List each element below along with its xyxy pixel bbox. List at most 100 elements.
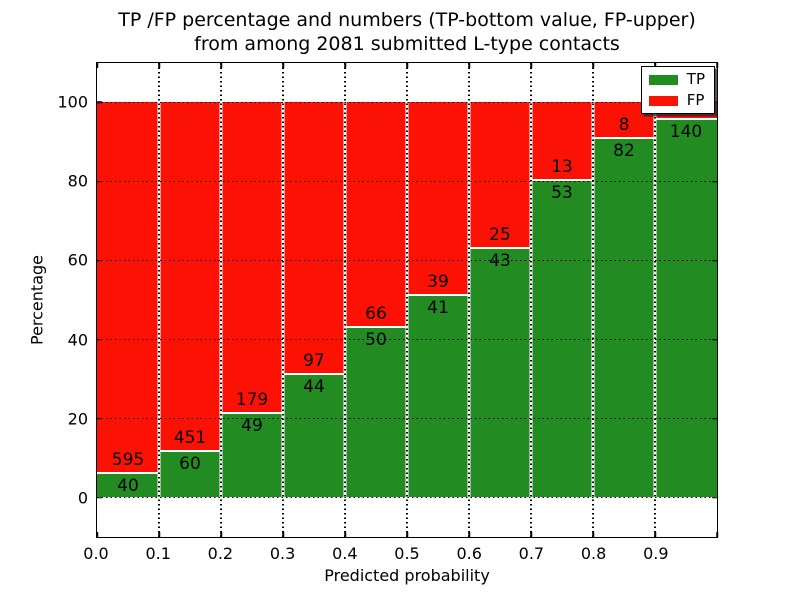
tp-legend-label: TP: [686, 70, 705, 88]
horizontal-gridline: [97, 180, 717, 183]
vertical-gridline: [592, 63, 594, 537]
fp-count-label: 451: [173, 428, 207, 449]
x-tick-mark-top: [468, 63, 470, 68]
ticks-layer: [96, 63, 718, 537]
x-tick-label: 0.2: [207, 544, 234, 563]
chart-title-line2: from among 2081 submitted L-type contact…: [194, 32, 620, 55]
tp-fp-boundary-line: [221, 411, 283, 414]
fp-bar-segment: [159, 102, 221, 452]
fp-count-label: 66: [365, 304, 387, 325]
fp-count-label: 25: [489, 224, 511, 245]
fp-bar-segment: [407, 102, 469, 296]
x-tick-mark-top: [158, 63, 160, 68]
tp-count-label: 41: [427, 298, 449, 319]
x-tick-mark-bottom: [344, 532, 346, 537]
tp-bar-segment: [655, 118, 717, 498]
tp-bar-segment: [593, 137, 655, 498]
x-tick-mark-top: [406, 63, 408, 68]
x-tick-mark-top: [530, 63, 532, 68]
tp-fp-boundary-line: [593, 136, 655, 139]
x-tick-label: 0.4: [332, 544, 358, 563]
chart-title: TP /FP percentage and numbers (TP-bottom…: [96, 9, 718, 56]
horizontal-gridline: [97, 338, 717, 341]
vertical-gridline: [530, 63, 532, 537]
y-tick-label: 60: [67, 250, 88, 270]
x-tick-label: 0.7: [518, 544, 545, 563]
x-tick-mark-top: [282, 63, 284, 68]
x-tick-mark-bottom: [220, 532, 222, 537]
y-tick-mark-left: [97, 180, 102, 183]
tp-fp-boundary-line: [283, 373, 345, 376]
y-tick-label: 40: [67, 330, 88, 350]
x-axis-label: Predicted probability: [324, 566, 490, 585]
x-tick-mark-top: [220, 63, 222, 68]
tp-count-label: 140: [669, 121, 703, 142]
fp-count-label: 97: [303, 351, 325, 372]
tp-count-label: 49: [241, 415, 263, 436]
x-tick-mark-top: [96, 63, 98, 68]
fp-legend-swatch: [648, 95, 678, 106]
horizontal-gridline: [97, 101, 717, 104]
x-tick-mark-bottom: [468, 532, 470, 537]
x-tick-labels: 0.0 0.1 0.2 0.3 0.4 0.5 0.6 0.7 0.8 0.9: [83, 544, 718, 564]
tp-fp-boundary-line: [345, 326, 407, 329]
tp-count-label: 50: [365, 330, 387, 351]
tp-bar-segment: [345, 327, 407, 498]
fp-bar-segment: [345, 102, 407, 328]
fp-count-label: 179: [235, 389, 269, 410]
y-tick-label: 80: [67, 171, 88, 191]
x-tick-mark-bottom: [158, 532, 160, 537]
y-tick-mark-left: [97, 101, 102, 104]
tp-fp-boundary-line: [407, 294, 469, 297]
legend-row-fp: FP: [648, 91, 705, 109]
x-tick-mark-top: [344, 63, 346, 68]
tp-count-label: 60: [179, 454, 201, 475]
fp-count-label: 13: [551, 157, 573, 178]
y-tick-label: 0: [77, 488, 88, 508]
x-tick-label: 0.3: [269, 544, 296, 563]
tp-fp-boundary-line: [159, 450, 221, 453]
y-tick-mark-right: [712, 338, 717, 341]
tp-fp-boundary-line: [97, 471, 159, 474]
fp-bar-segment: [531, 102, 593, 181]
tp-bar-segment: [469, 247, 531, 498]
tp-fp-boundary-line: [469, 246, 531, 249]
fp-legend-label: FP: [686, 91, 705, 109]
y-tick-mark-right: [712, 417, 717, 420]
y-tick-label: 100: [57, 92, 88, 112]
tp-count-label: 82: [613, 140, 635, 161]
y-tick-mark-right: [712, 259, 717, 262]
horizontal-gridline: [97, 496, 717, 499]
horizontal-gridline: [97, 417, 717, 420]
fp-count-label: 39: [427, 272, 449, 293]
legend: TP FP: [640, 66, 715, 114]
x-tick-mark-top: [716, 63, 718, 68]
x-tick-label: 0.6: [456, 544, 482, 563]
tp-count-label: 43: [489, 250, 511, 271]
vertical-gridline: [654, 63, 656, 537]
tp-bar-segment: [407, 295, 469, 498]
plot-area: 595 40 451 60 179 49 97 44 66 50 39 41 25 43 13 53 8 82 14…: [96, 62, 718, 538]
x-tick-mark-bottom: [654, 532, 656, 537]
fp-bar-segment: [283, 102, 345, 375]
vertical-gridline: [406, 63, 408, 537]
vertical-gridline: [158, 63, 160, 537]
legend-row-tp: TP: [648, 70, 705, 88]
y-tick-label: 20: [67, 409, 88, 429]
vertical-gridline: [282, 63, 284, 537]
x-tick-label: 0.8: [580, 544, 607, 563]
tp-count-label: 53: [551, 183, 573, 204]
horizontal-gridline: [97, 259, 717, 262]
tp-count-label: 40: [117, 475, 139, 496]
grid-layer: [97, 63, 717, 537]
tp-legend-swatch: [648, 74, 678, 85]
tp-bar-segment: [283, 374, 345, 498]
x-tick-mark-bottom: [592, 532, 594, 537]
vertical-gridline: [220, 63, 222, 537]
tp-fp-boundary-line: [655, 117, 717, 120]
x-tick-mark-top: [592, 63, 594, 68]
x-tick-mark-bottom: [406, 532, 408, 537]
y-tick-mark-left: [97, 338, 102, 341]
y-tick-mark-right: [712, 180, 717, 183]
